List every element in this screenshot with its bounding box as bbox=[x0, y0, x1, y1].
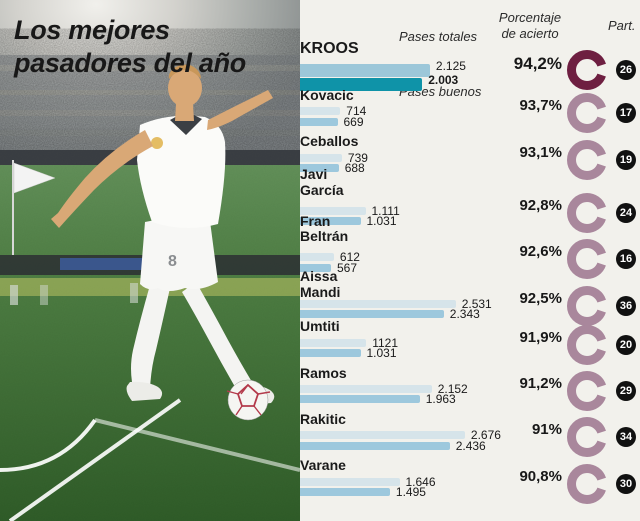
svg-text:8: 8 bbox=[168, 253, 177, 270]
